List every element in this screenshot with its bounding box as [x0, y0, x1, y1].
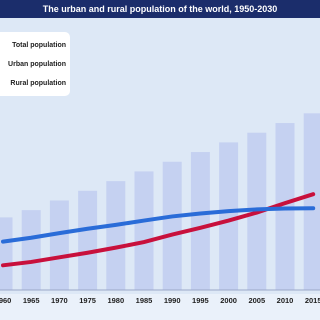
chart-title: The urban and rural population of the wo…	[43, 4, 278, 14]
x-tick-label: 1970	[51, 296, 68, 305]
bar	[106, 181, 126, 290]
legend	[0, 32, 70, 96]
x-tick-label: 2015	[305, 296, 320, 305]
bar	[303, 113, 320, 290]
bar	[219, 142, 239, 290]
x-tick-label: 2005	[248, 296, 265, 305]
x-tick-label: 1990	[164, 296, 181, 305]
legend-label: Total population	[12, 42, 66, 49]
x-tick-label: 1960	[0, 296, 11, 305]
bar	[49, 200, 69, 290]
x-tick-label: 1985	[136, 296, 153, 305]
bar	[0, 217, 13, 290]
legend-label: Rural population	[10, 80, 66, 87]
x-tick-label: 1980	[107, 296, 124, 305]
marks	[0, 113, 320, 291]
x-tick-label: 2010	[277, 296, 294, 305]
title-band	[0, 0, 320, 18]
bar	[78, 190, 98, 290]
bar	[21, 210, 41, 290]
bar	[134, 171, 154, 290]
x-tick-label: 1975	[79, 296, 96, 305]
x-tick-label: 2000	[220, 296, 237, 305]
bar	[162, 161, 182, 290]
x-tick-label: 1995	[192, 296, 209, 305]
line	[1, 206, 316, 244]
x-tick-label: 1965	[23, 296, 40, 305]
bar	[190, 152, 210, 290]
legend-label: Urban population	[8, 61, 66, 68]
legend-entries: Total population Urban population Rural po…	[8, 42, 66, 87]
